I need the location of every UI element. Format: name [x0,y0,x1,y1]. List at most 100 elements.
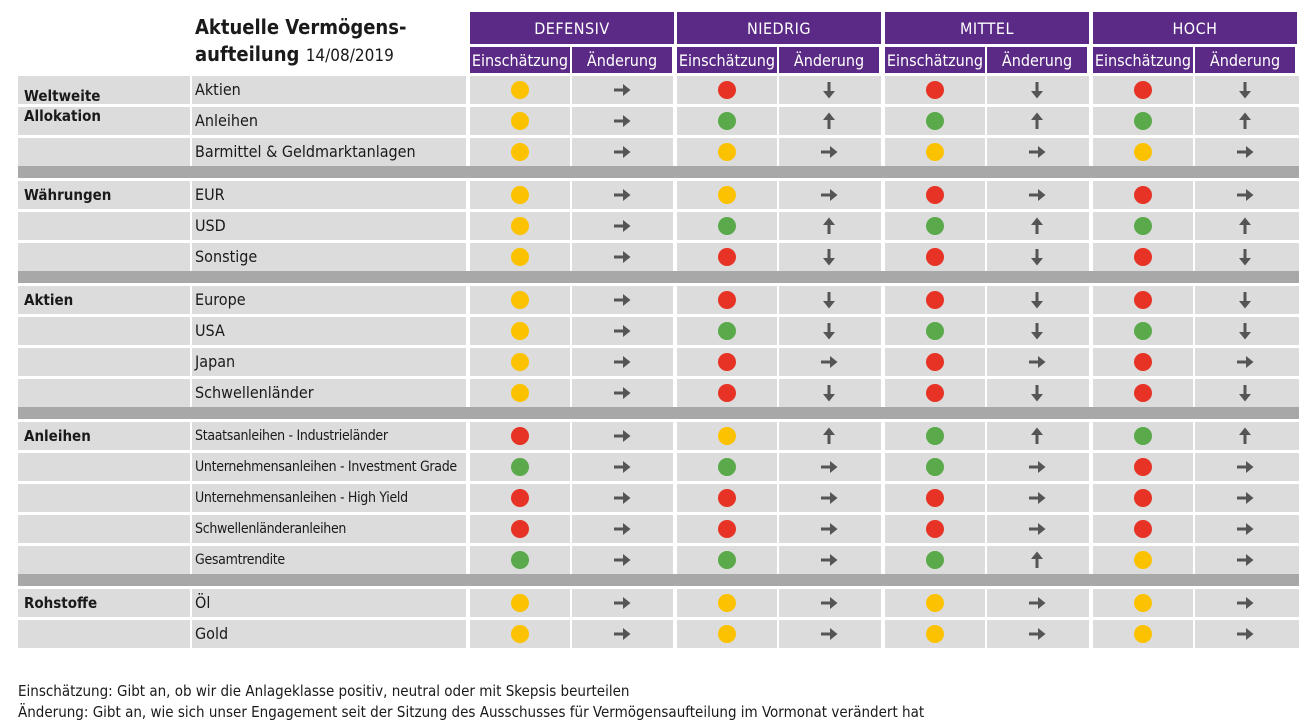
column-gutter [881,286,885,314]
column-gutter [190,546,192,574]
column-gutter [570,484,572,512]
column-gutter [190,422,192,450]
rating-dot-yellow [511,291,529,309]
rating-dot-red [511,427,529,445]
column-gutter [570,453,572,481]
column-gutter [673,484,677,512]
title-date: 14/08/2019 [305,46,394,66]
profile-header-mittel: MITTEL [885,12,1089,44]
rating-dot-yellow [926,143,944,161]
column-gutter [673,515,677,543]
column-gutter [777,620,779,648]
column-gutter [190,181,192,209]
column-gutter [570,138,572,166]
arrow-down-icon [818,289,840,311]
column-gutter [777,484,779,512]
table-row [18,379,1299,407]
column-gutter [190,379,192,407]
rating-dot-red [718,384,736,402]
arrow-right-icon [1026,518,1048,540]
rating-dot-red [1134,353,1152,371]
arrow-right-icon [611,623,633,645]
sub-header-change: Änderung [779,47,879,73]
arrow-right-icon [611,382,633,404]
arrow-down-icon [818,382,840,404]
group-label: Weltweite Allokation [24,87,101,125]
row-label: Aktien [195,80,241,99]
column-gutter [881,484,885,512]
arrow-right-icon [611,425,633,447]
rating-dot-red [926,520,944,538]
column-gutter [570,348,572,376]
rating-dot-red [511,520,529,538]
rating-dot-yellow [511,248,529,266]
column-gutter [881,181,885,209]
rating-dot-green [718,217,736,235]
column-gutter [673,620,677,648]
arrow-up-icon [1026,549,1048,571]
column-gutter [985,422,987,450]
rating-dot-yellow [718,594,736,612]
column-gutter [570,181,572,209]
arrow-up-icon [1026,425,1048,447]
rating-dot-green [718,458,736,476]
column-gutter [881,546,885,574]
rating-dot-green [926,551,944,569]
rating-dot-yellow [511,143,529,161]
column-gutter [1089,515,1093,543]
column-gutter [190,348,192,376]
column-gutter [570,589,572,617]
rating-dot-red [1134,186,1152,204]
arrow-up-icon [1026,215,1048,237]
column-gutter [673,453,677,481]
rating-dot-green [1134,322,1152,340]
rating-dot-red [926,384,944,402]
column-gutter [1089,546,1093,574]
arrow-right-icon [1234,549,1256,571]
column-gutter [466,620,470,648]
column-gutter [570,546,572,574]
column-gutter [985,76,987,104]
rating-dot-green [718,322,736,340]
row-label: Öl [195,593,211,612]
arrow-right-icon [611,110,633,132]
column-gutter [1193,348,1195,376]
sub-header-rating: Einschätzung [1093,47,1193,73]
arrow-right-icon [611,79,633,101]
column-gutter [1089,589,1093,617]
column-gutter [1089,181,1093,209]
arrow-right-icon [818,456,840,478]
column-gutter [1193,212,1195,240]
column-gutter [570,212,572,240]
column-gutter [1193,317,1195,345]
table-row [18,76,1299,104]
column-gutter [1193,286,1195,314]
arrow-up-icon [818,110,840,132]
rating-dot-red [1134,291,1152,309]
group-separator [18,166,1299,178]
arrow-down-icon [1026,289,1048,311]
arrow-right-icon [1234,592,1256,614]
column-gutter [1193,76,1195,104]
arrow-right-icon [818,549,840,571]
rating-dot-yellow [511,186,529,204]
column-gutter [673,589,677,617]
rating-dot-red [511,489,529,507]
column-gutter [881,453,885,481]
arrow-right-icon [1026,592,1048,614]
column-gutter [466,484,470,512]
arrow-right-icon [611,215,633,237]
column-gutter [190,453,192,481]
column-gutter [673,317,677,345]
column-gutter [985,286,987,314]
column-gutter [985,589,987,617]
arrow-down-icon [1026,246,1048,268]
arrow-up-icon [818,425,840,447]
column-gutter [777,76,779,104]
arrow-right-icon [818,184,840,206]
column-gutter [777,422,779,450]
column-gutter [673,107,677,135]
column-gutter [777,212,779,240]
column-gutter [466,589,470,617]
column-gutter [777,107,779,135]
